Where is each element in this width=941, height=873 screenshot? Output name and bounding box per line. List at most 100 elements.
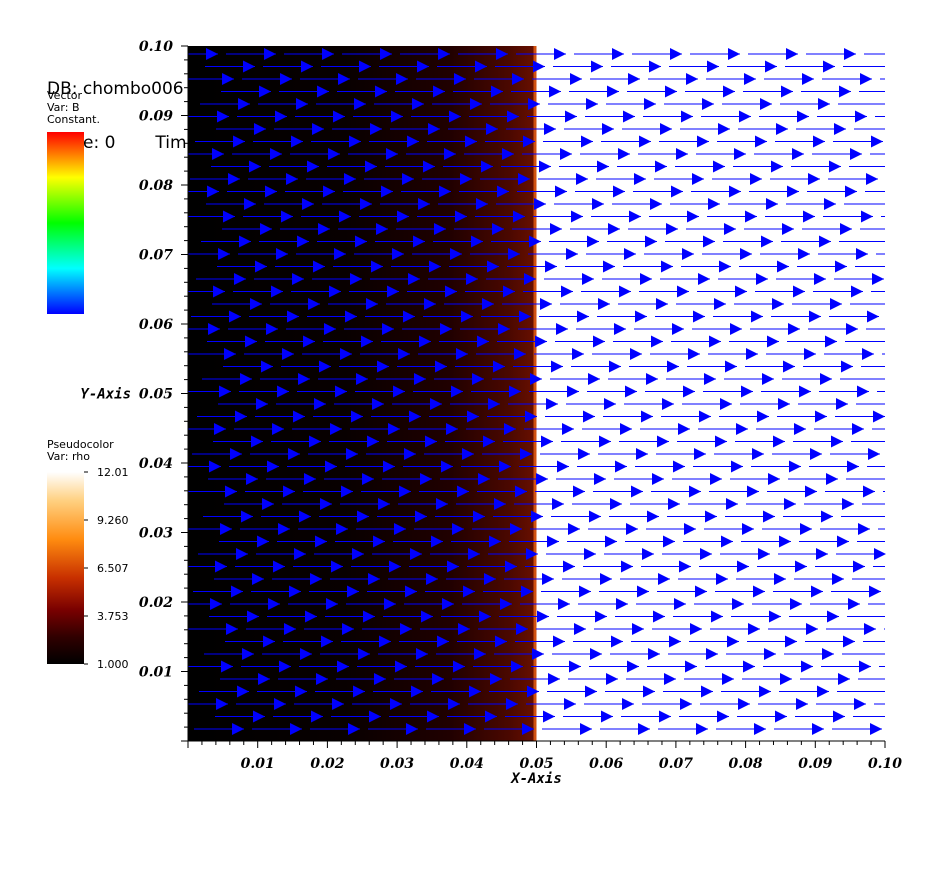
vector-arrow xyxy=(426,723,476,735)
vector-arrow-head xyxy=(535,335,547,348)
pseudocolor-color-bar xyxy=(47,472,84,664)
vector-arrow-head xyxy=(334,248,346,260)
vector-arrow-head xyxy=(590,648,602,660)
vector-arrow-head xyxy=(308,298,320,310)
vector-arrow xyxy=(739,260,789,273)
vector-arrow-head xyxy=(690,623,702,635)
y-tick-label: 0.05 xyxy=(139,387,173,403)
vector-arrow xyxy=(793,435,843,448)
vector-arrow-head xyxy=(272,423,284,435)
vector-arrow-head xyxy=(618,148,630,160)
vector-arrow xyxy=(498,473,548,485)
vector-arrow xyxy=(351,560,401,573)
vector-arrow xyxy=(188,485,237,498)
vector-arrow-head xyxy=(465,135,477,148)
vector-arrow xyxy=(282,498,332,510)
vector-arrow xyxy=(778,548,828,560)
vector-arrow-head xyxy=(643,685,655,698)
vector-arrow-head xyxy=(462,448,474,460)
vector-arrow xyxy=(625,535,675,548)
vector-arrow xyxy=(574,48,624,60)
vector-arrow-head xyxy=(776,123,788,135)
vector-arrow-head xyxy=(623,110,635,123)
vector-arrow xyxy=(367,585,417,598)
vector-arrow-head xyxy=(625,385,637,398)
vector-arrow xyxy=(655,310,705,323)
vector-arrow-head xyxy=(822,648,834,660)
vector-arrow xyxy=(534,348,584,360)
vector-arrow xyxy=(627,85,677,98)
vector-arrow xyxy=(429,410,479,423)
vector-arrow-head xyxy=(357,510,369,523)
vector-arrow xyxy=(380,198,430,210)
vector-arrow xyxy=(318,373,368,385)
vector-arrow-head xyxy=(427,710,439,723)
vector-arrow-head xyxy=(782,223,794,235)
vector-arrow-head xyxy=(359,60,371,73)
vector-arrow-head xyxy=(423,160,435,173)
vector-arrow-head xyxy=(421,610,433,623)
vector-arrow-head xyxy=(463,585,475,598)
vector-arrow xyxy=(529,385,579,398)
vector-arrow-head xyxy=(707,60,719,73)
vector-arrow xyxy=(577,460,627,473)
vector-arrow xyxy=(621,710,671,723)
vector-arrow xyxy=(323,335,373,348)
vector-arrow xyxy=(448,123,498,135)
vector-arrow-head xyxy=(738,698,750,710)
vector-arrow xyxy=(199,685,249,698)
vector-arrow xyxy=(267,610,317,623)
vector-arrow-head xyxy=(806,623,818,635)
vector-arrow xyxy=(314,548,364,560)
vector-arrow-head xyxy=(347,585,359,598)
vector-arrow xyxy=(436,648,486,660)
vector-arrow-head xyxy=(293,410,305,423)
vector-arrow xyxy=(564,123,614,135)
vector-arrow xyxy=(815,560,865,573)
vector-arrow-head xyxy=(353,685,365,698)
vector-arrow-head xyxy=(210,598,222,610)
vector-arrow xyxy=(676,298,726,310)
vector-arrow-head xyxy=(321,635,333,648)
vector-arrow-head xyxy=(441,460,453,473)
vector-arrow-head xyxy=(686,73,698,85)
vector-arrow-head xyxy=(504,423,516,435)
vector-arrow xyxy=(235,560,285,573)
vector-arrow-head xyxy=(716,573,728,585)
vector-arrow-head xyxy=(735,285,747,298)
vector-arrow xyxy=(501,160,551,173)
vector-arrow-head xyxy=(228,173,240,185)
vector-arrow xyxy=(624,398,674,410)
vector-arrow xyxy=(361,485,411,498)
vector-arrow-head xyxy=(652,473,664,485)
vector-arrow-head xyxy=(483,435,495,448)
vector-arrow-head xyxy=(416,648,428,660)
vector-arrow xyxy=(188,248,230,260)
vector-arrow-head xyxy=(781,85,793,98)
vector-arrow-head xyxy=(797,110,809,123)
vector-arrow-head xyxy=(442,598,454,610)
vector-arrow-head xyxy=(852,423,864,435)
vector-arrow xyxy=(728,198,778,210)
vector-arrow xyxy=(188,385,231,398)
vector-arrow xyxy=(188,48,218,60)
vector-arrow xyxy=(512,223,562,235)
vector-arrow xyxy=(381,335,431,348)
vector-arrow xyxy=(694,598,744,610)
vector-arrow xyxy=(194,723,244,735)
vector-arrow xyxy=(774,723,824,735)
vector-arrow xyxy=(539,310,589,323)
vector-arrow xyxy=(454,223,504,235)
vector-arrow-head xyxy=(628,73,640,85)
vector-arrow-head xyxy=(587,235,599,248)
vector-arrow-head xyxy=(292,273,304,285)
vector-arrow xyxy=(764,73,814,85)
vector-arrow xyxy=(504,573,554,585)
vector-arrow xyxy=(714,448,764,460)
vector-arrow-head xyxy=(373,535,385,548)
vector-arrow xyxy=(810,598,860,610)
vector-arrow-head xyxy=(586,98,598,110)
vector-arrow-head xyxy=(524,273,536,285)
vector-arrow xyxy=(540,448,590,460)
vector-arrow-head xyxy=(247,610,259,623)
